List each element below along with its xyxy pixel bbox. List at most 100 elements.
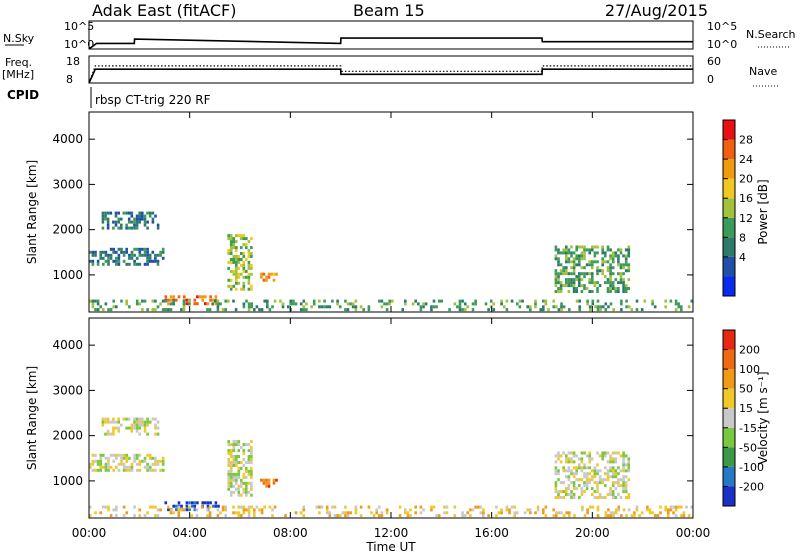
data-cell — [601, 245, 604, 249]
data-cell — [591, 505, 595, 509]
data-cell — [453, 302, 457, 306]
data-cell — [557, 290, 560, 293]
data-cell — [557, 511, 561, 515]
data-cell — [154, 459, 157, 463]
data-cell — [328, 511, 332, 515]
data-cell — [578, 260, 581, 264]
time-tick-label: 00:00 — [676, 526, 711, 540]
data-cell — [237, 258, 241, 261]
data-cell — [575, 287, 578, 290]
data-cell — [245, 275, 248, 279]
data-cell — [127, 226, 131, 230]
data-cell — [614, 254, 618, 258]
data-cell — [94, 308, 97, 312]
data-cell — [572, 260, 576, 264]
data-cell — [625, 299, 628, 303]
data-cell — [458, 305, 462, 309]
data-cell — [247, 505, 251, 509]
data-cell — [107, 262, 110, 266]
data-cell — [476, 505, 480, 509]
data-cell — [128, 456, 131, 460]
data-cell — [635, 508, 639, 512]
data-cell — [109, 256, 113, 260]
data-cell — [245, 269, 248, 273]
data-cell — [609, 290, 612, 293]
data-cell — [237, 472, 241, 476]
data-cell — [185, 508, 189, 512]
data-cell — [143, 426, 147, 430]
data-cell — [414, 511, 417, 515]
data-cell — [554, 466, 558, 470]
data-cell — [161, 462, 165, 466]
data-cell — [580, 266, 584, 270]
data-cell — [154, 423, 157, 427]
data-cell — [344, 308, 347, 312]
data-cell — [130, 250, 134, 254]
data-cell — [677, 302, 680, 306]
data-cell — [554, 257, 558, 261]
data-cell — [458, 308, 462, 312]
data-cell — [598, 478, 602, 482]
data-cell — [624, 463, 628, 467]
data-cell — [580, 245, 584, 249]
data-cell — [567, 484, 571, 488]
data-cell — [620, 514, 623, 518]
data-cell — [154, 299, 157, 303]
data-cell — [534, 299, 537, 303]
data-cell — [235, 272, 238, 276]
data-cell — [138, 426, 141, 430]
data-cell — [91, 462, 95, 466]
data-cell — [544, 514, 548, 518]
data-cell — [161, 459, 165, 463]
data-cell — [229, 493, 233, 497]
data-cell — [667, 511, 670, 515]
data-cell — [620, 299, 623, 303]
data-cell — [109, 432, 113, 436]
data-cell — [141, 247, 144, 251]
data-cell — [214, 295, 218, 299]
data-cell — [562, 269, 565, 273]
data-cell — [619, 263, 623, 267]
data-cell — [572, 251, 576, 255]
data-cell — [624, 490, 628, 494]
data-cell — [680, 514, 683, 518]
data-cell — [128, 262, 131, 266]
data-cell — [255, 305, 259, 309]
data-cell — [133, 226, 136, 230]
data-cell — [127, 217, 131, 221]
data-cell — [614, 278, 618, 282]
data-cell — [375, 511, 378, 515]
data-cell — [229, 452, 233, 456]
data-cell — [151, 505, 155, 509]
data-cell — [245, 258, 248, 261]
data-cell — [611, 469, 615, 473]
power-y-tick-label: 4000 — [52, 132, 83, 146]
data-cell — [182, 302, 186, 306]
velocity-colorbar-segment — [723, 466, 735, 487]
data-cell — [292, 299, 295, 303]
data-cell — [583, 272, 586, 276]
data-cell — [627, 263, 631, 267]
data-cell — [583, 514, 587, 518]
data-cell — [96, 308, 100, 312]
station-title: Adak East (fitACF) — [92, 1, 236, 20]
data-cell — [232, 269, 236, 273]
data-cell — [453, 505, 457, 509]
data-cell — [627, 287, 631, 290]
data-cell — [229, 252, 233, 255]
data-cell — [617, 478, 620, 482]
data-cell — [359, 505, 363, 509]
data-cell — [245, 237, 248, 241]
data-cell — [101, 217, 105, 221]
data-cell — [567, 460, 571, 464]
data-cell — [250, 263, 253, 267]
data-cell — [138, 417, 141, 421]
data-cell — [245, 490, 248, 494]
data-cell — [200, 505, 204, 509]
data-cell — [601, 257, 604, 261]
data-cell — [474, 299, 477, 303]
data-cell — [572, 460, 576, 464]
data-cell — [201, 295, 204, 299]
data-cell — [622, 287, 625, 290]
power-colorbar-tick-label: 4 — [739, 251, 746, 264]
